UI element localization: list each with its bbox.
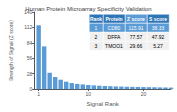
svg-text:Strength of Signal (Z score): Strength of Signal (Z score) (8, 20, 14, 81)
svg-text:1: 1 (37, 91, 40, 97)
svg-text:3: 3 (95, 43, 98, 49)
svg-text:2: 2 (95, 34, 98, 40)
svg-text:TMOO1: TMOO1 (105, 43, 123, 49)
svg-text:140: 140 (23, 9, 33, 15)
svg-text:56: 56 (27, 55, 33, 61)
svg-text:0: 0 (29, 86, 32, 92)
svg-text:115.91: 115.91 (129, 25, 144, 31)
svg-text:Z score: Z score (127, 16, 145, 22)
svg-text:38.33: 38.33 (152, 25, 165, 31)
svg-text:5.27: 5.27 (153, 43, 163, 49)
svg-text:47.92: 47.92 (152, 34, 165, 40)
svg-text:Human Protein Microarray Speci: Human Protein Microarray Specificity Val… (25, 6, 151, 12)
svg-text:84: 84 (27, 40, 33, 46)
svg-text:10: 10 (86, 91, 92, 97)
svg-text:20: 20 (141, 91, 147, 97)
svg-text:112: 112 (24, 24, 32, 30)
svg-text:29.66: 29.66 (130, 43, 143, 49)
svg-text:S score: S score (149, 16, 167, 22)
svg-text:77.57: 77.57 (130, 34, 143, 40)
svg-text:DFFA: DFFA (108, 34, 121, 40)
svg-text:CD80: CD80 (108, 25, 121, 31)
svg-text:1: 1 (95, 25, 98, 31)
svg-text:Protein: Protein (105, 16, 122, 22)
svg-text:Rank: Rank (90, 16, 102, 22)
svg-text:Signal Rank: Signal Rank (86, 101, 119, 107)
svg-text:28: 28 (27, 71, 33, 77)
